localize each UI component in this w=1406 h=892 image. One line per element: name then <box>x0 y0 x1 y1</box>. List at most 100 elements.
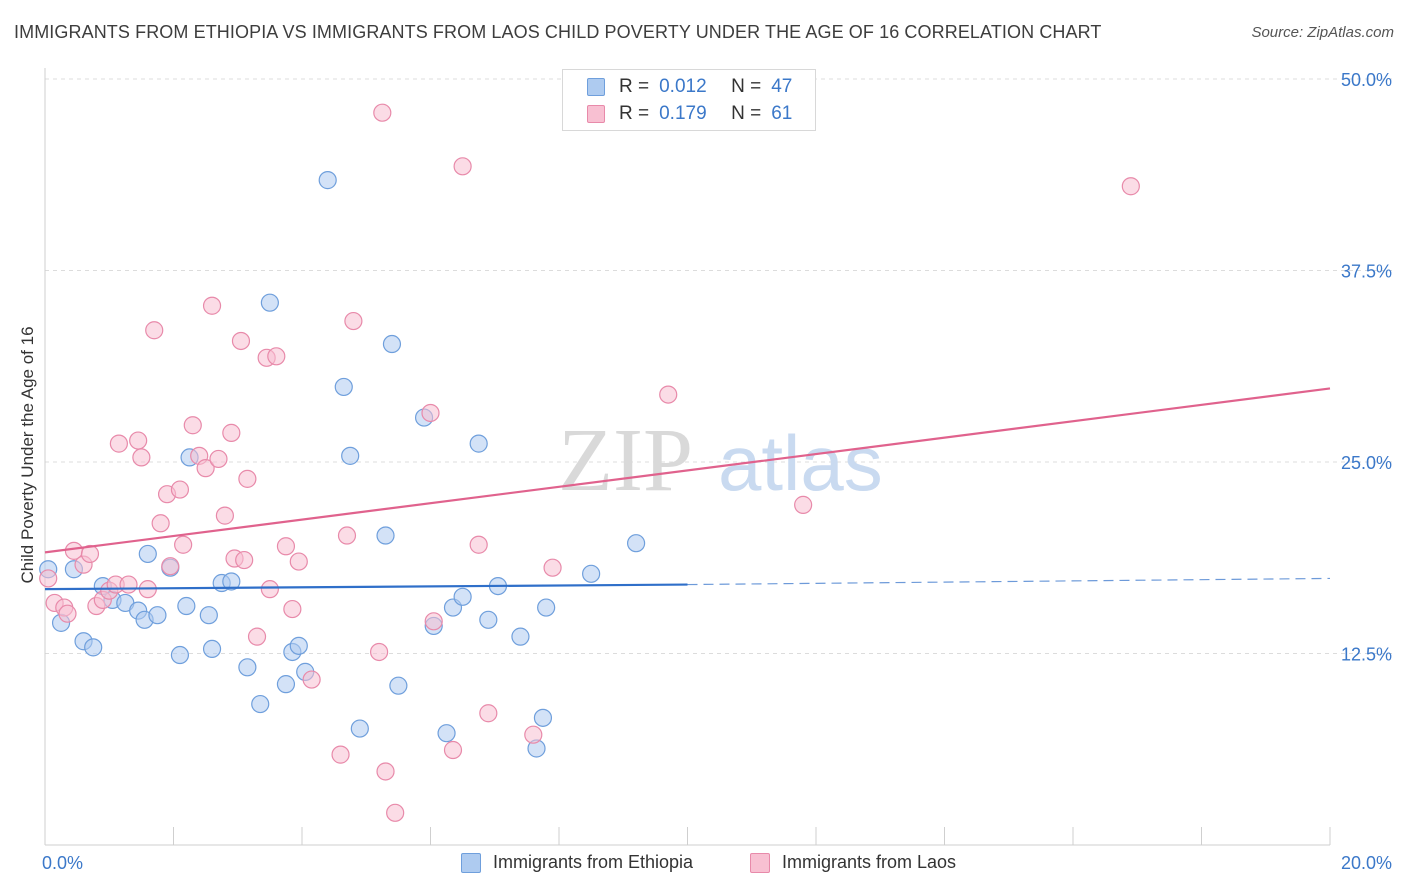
laos-point <box>344 311 363 331</box>
series-legend: Immigrants from Ethiopia Immigrants from… <box>0 852 1406 878</box>
laos-point <box>235 550 254 570</box>
ethiopia-point <box>626 534 646 553</box>
laos-point <box>174 535 193 554</box>
laos-point <box>222 423 241 442</box>
laos-point <box>247 627 267 646</box>
data-points <box>39 103 1140 822</box>
laos-point <box>58 604 77 623</box>
ethiopia-point <box>289 636 308 655</box>
ethiopia-point <box>537 598 556 617</box>
laos-point <box>145 321 164 340</box>
y-axis-label: Child Poverty Under the Age of 16 <box>18 326 37 584</box>
ethiopia-point <box>251 694 270 714</box>
ethiopia-point <box>138 544 157 564</box>
laos-point <box>267 347 286 366</box>
laos-point <box>469 535 488 554</box>
laos-point <box>161 557 180 576</box>
laos-point <box>202 296 222 315</box>
laos-point <box>424 612 443 631</box>
laos-point <box>151 514 170 533</box>
n-label: N = <box>731 76 762 97</box>
laos-point <box>373 103 392 122</box>
laos-legend-swatch <box>750 852 770 873</box>
trend-lines <box>44 387 1331 591</box>
stats-legend: R = 0.012 N = 47 R = 0.179 N = 61 <box>562 69 816 131</box>
laos-point <box>109 434 128 453</box>
legend-item-ethiopia[interactable]: Immigrants from Ethiopia <box>461 852 693 873</box>
ethiopia-trend-line <box>44 583 688 591</box>
tick-labels: 12.5% 25.0% 37.5% 50.0% 0.0% 20.0% <box>42 70 1392 873</box>
laos-point <box>543 558 562 577</box>
y-tick-label: 12.5% <box>1341 645 1392 665</box>
y-tick-label: 25.0% <box>1341 453 1392 473</box>
laos-swatch <box>587 105 605 123</box>
laos-point <box>302 670 321 689</box>
laos-point <box>196 459 215 478</box>
x-tick-label: 20.0% <box>1341 853 1392 873</box>
laos-point <box>132 448 151 467</box>
ethiopia-legend-label: Immigrants from Ethiopia <box>493 852 694 872</box>
legend-row-ethiopia: R = 0.012 N = 47 <box>587 76 792 98</box>
ethiopia-point <box>479 610 498 629</box>
ethiopia-point <box>177 596 196 616</box>
laos-point <box>331 745 350 764</box>
ethiopia-point <box>437 724 456 743</box>
ethiopia-point <box>318 171 337 190</box>
laos-point <box>386 803 405 822</box>
laos-point <box>289 552 308 571</box>
laos-point <box>524 725 543 744</box>
y-tick-label: 50.0% <box>1341 70 1392 90</box>
ethiopia-point <box>148 606 167 625</box>
laos-n-value: 61 <box>771 103 793 124</box>
laos-point <box>80 544 100 564</box>
x-tick-label: 0.0% <box>42 853 83 873</box>
ethiopia-point <box>453 587 472 606</box>
ethiopia-trend-extension <box>687 577 1331 586</box>
r-label: R = <box>619 103 650 124</box>
chart-title: IMMIGRANTS FROM ETHIOPIA VS IMMIGRANTS F… <box>14 22 1102 42</box>
ethiopia-point <box>389 676 408 695</box>
laos-trend-line <box>44 387 1331 554</box>
y-tick-label: 37.5% <box>1341 262 1392 282</box>
laos-point <box>238 469 257 488</box>
ethiopia-legend-swatch <box>461 852 481 873</box>
laos-point <box>1121 177 1140 196</box>
legend-item-laos[interactable]: Immigrants from Laos <box>750 852 956 873</box>
ethiopia-swatch <box>587 78 605 96</box>
source-credit: Source: ZipAtlas.com <box>1251 24 1394 41</box>
ethiopia-point <box>376 526 395 545</box>
ethiopia-n-value: 47 <box>771 76 793 97</box>
laos-point <box>119 575 138 594</box>
ethiopia-point <box>382 334 402 354</box>
laos-point <box>376 762 395 781</box>
laos-point <box>183 416 202 435</box>
axes <box>44 68 1331 846</box>
laos-point <box>231 331 251 351</box>
laos-point <box>129 431 148 450</box>
laos-point <box>421 403 440 423</box>
ethiopia-point <box>199 606 218 625</box>
laos-point <box>260 580 279 599</box>
laos-point <box>370 642 389 662</box>
ethiopia-point <box>222 572 241 591</box>
laos-legend-label: Immigrants from Laos <box>782 852 957 872</box>
ethiopia-point <box>276 675 296 694</box>
watermark: ZIP atlas <box>558 411 883 510</box>
laos-point <box>794 495 813 514</box>
ethiopia-point <box>469 434 488 453</box>
ethiopia-point <box>84 638 103 657</box>
ethiopia-point <box>511 627 530 646</box>
r-label: R = <box>619 76 650 97</box>
laos-point <box>453 157 472 176</box>
watermark-zip: ZIP <box>558 411 693 510</box>
ethiopia-point <box>238 658 257 677</box>
laos-point <box>39 569 58 588</box>
laos-point <box>443 740 463 760</box>
laos-point <box>283 599 302 619</box>
laos-point <box>276 537 296 556</box>
legend-row-laos: R = 0.179 N = 61 <box>587 103 792 125</box>
ethiopia-point <box>260 293 279 312</box>
laos-r-value: 0.179 <box>659 103 707 124</box>
ethiopia-r-value: 0.012 <box>659 76 707 97</box>
laos-point <box>209 449 228 469</box>
